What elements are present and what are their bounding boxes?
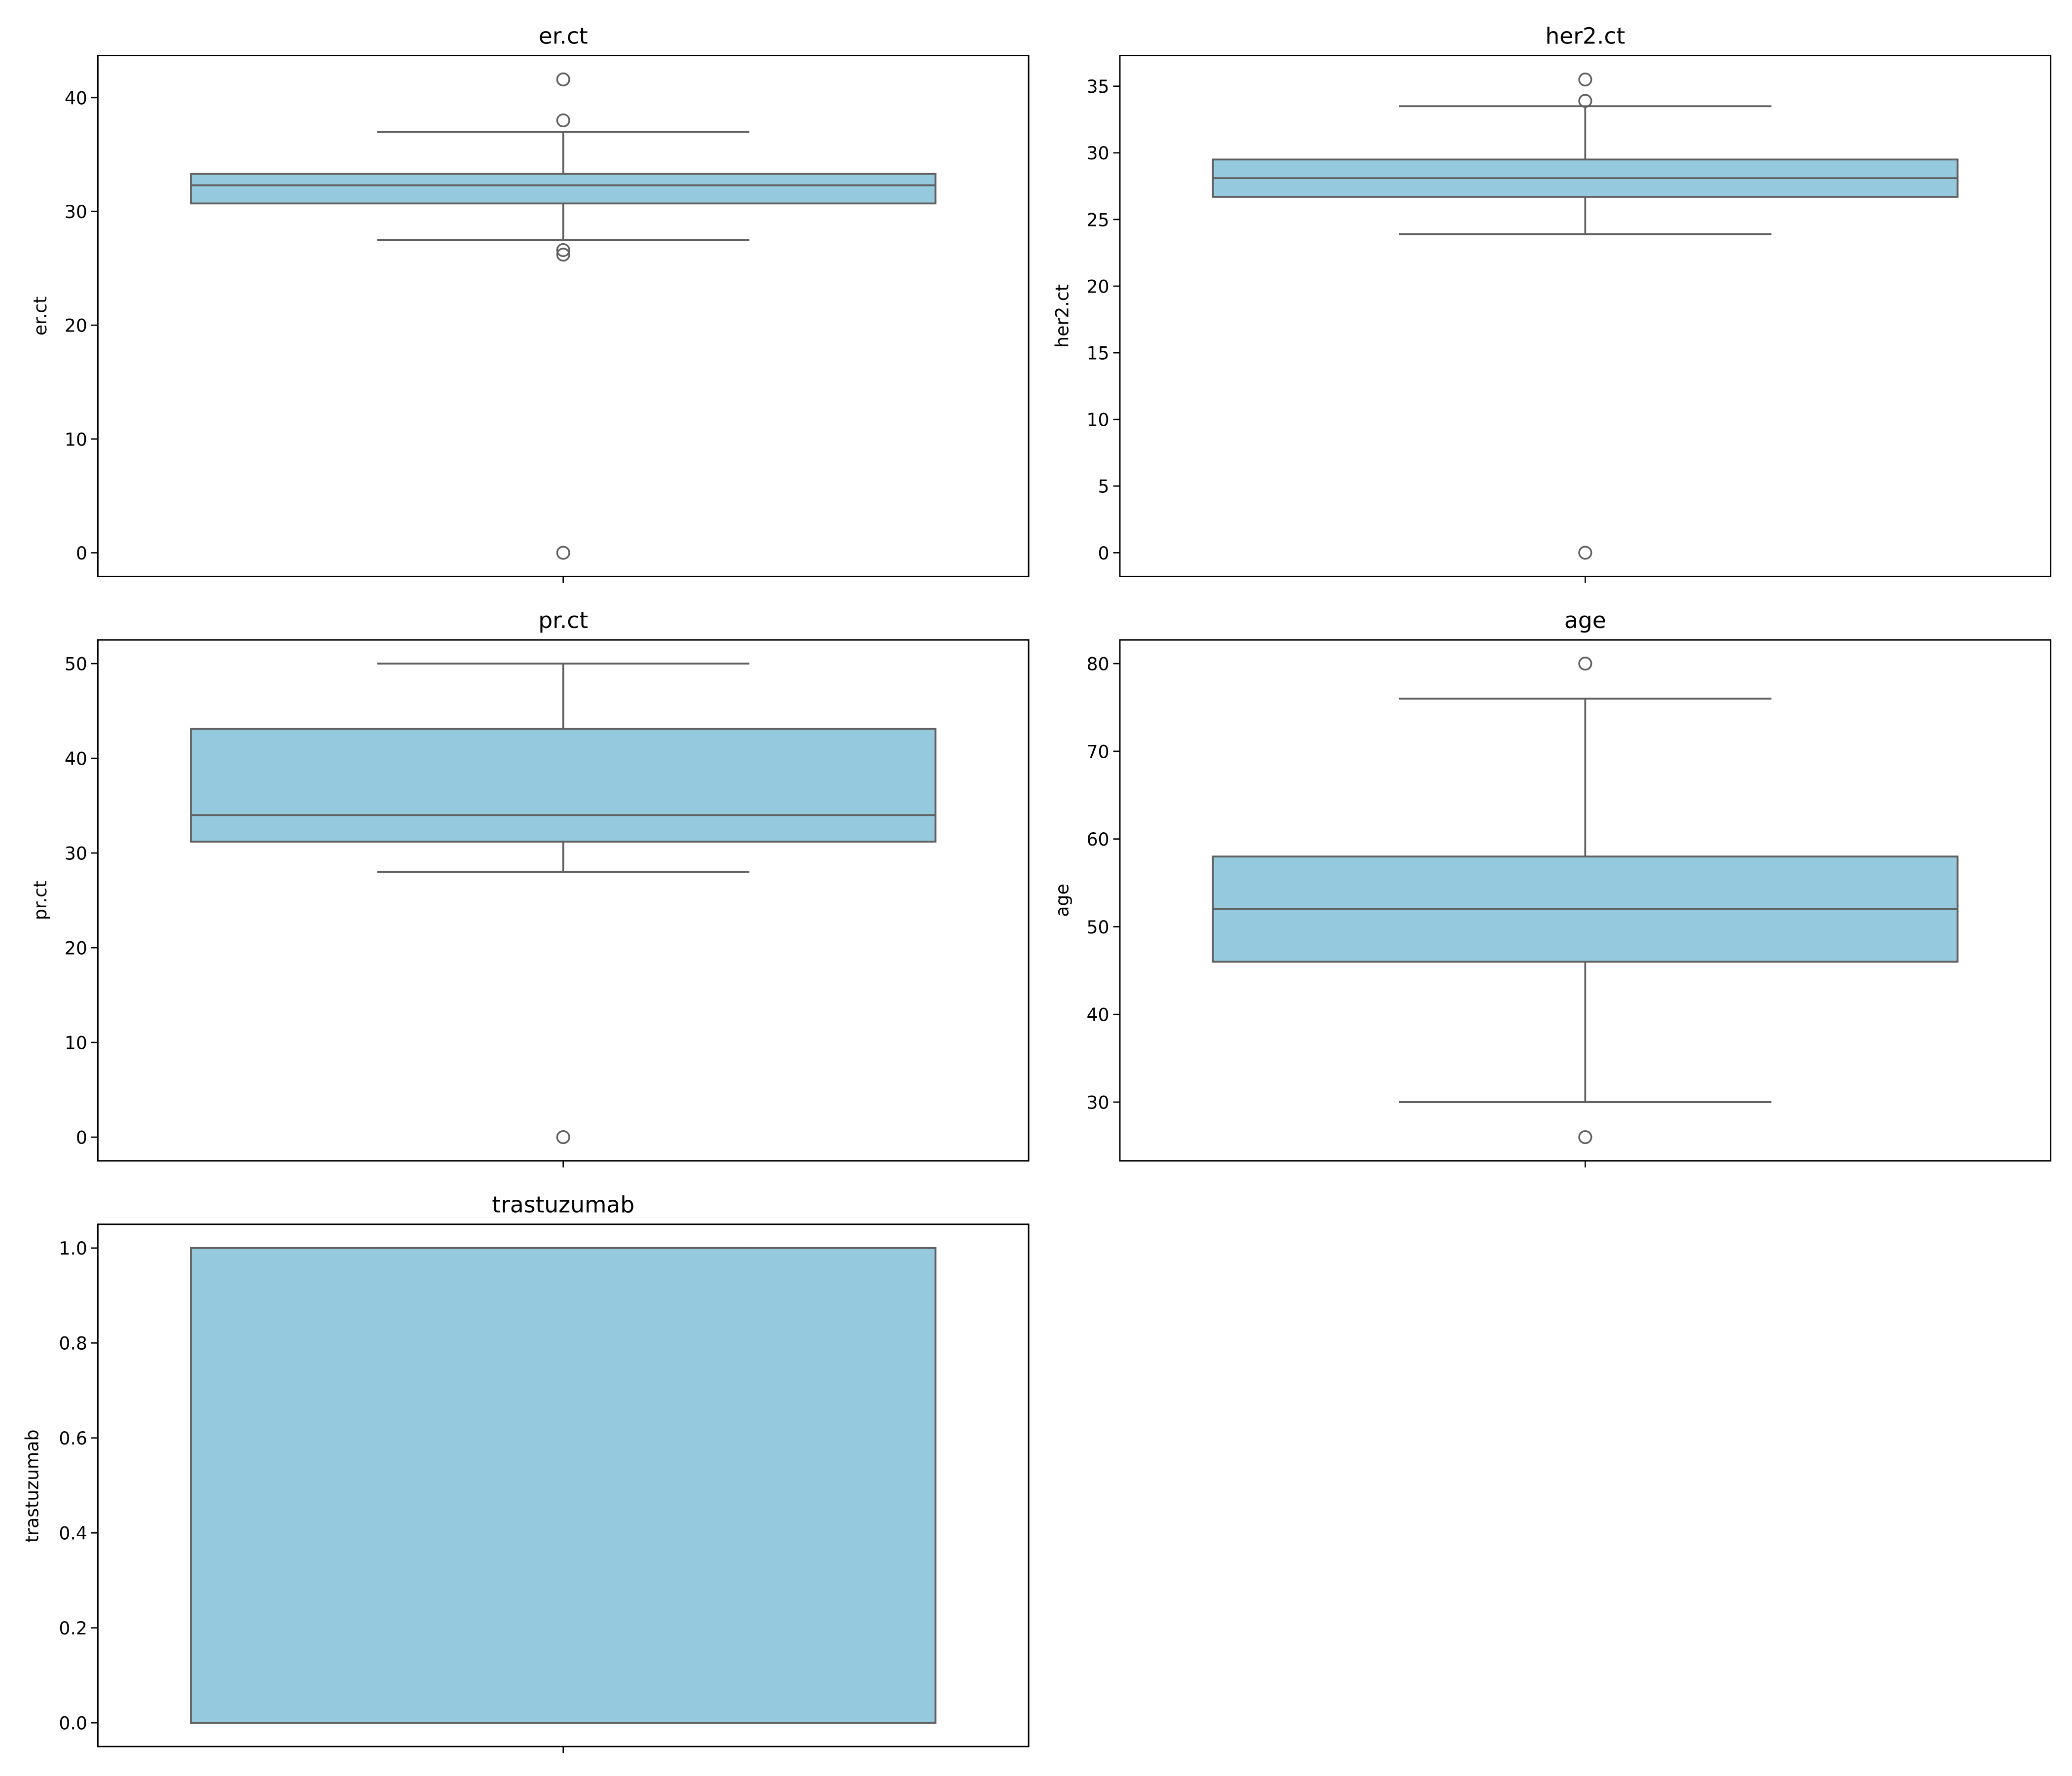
y-tick-label: 30 — [1086, 143, 1109, 164]
outlier-point — [556, 248, 570, 262]
y-axis-label: her2.ct — [1051, 284, 1073, 348]
y-axis-label: pr.ct — [30, 881, 51, 920]
iqr-box — [190, 728, 937, 843]
y-tick-label: 30 — [1086, 1092, 1109, 1113]
y-tick-label: 20 — [65, 937, 87, 959]
outlier-point — [556, 113, 570, 128]
panel-title: trastuzumab — [492, 1192, 634, 1218]
y-tick-label: 10 — [1086, 409, 1109, 431]
y-tick-label: 70 — [1086, 741, 1109, 762]
outlier-point — [1578, 657, 1592, 671]
outlier-point — [556, 72, 570, 87]
plot-area — [1119, 55, 2052, 577]
y-tick-label: 40 — [65, 87, 87, 109]
y-tick-label: 0.4 — [59, 1523, 87, 1544]
panel-her2-ct: her2.ct her2.ct 0 5 10 15 20 25 30 35 — [1051, 23, 2052, 583]
y-tick-label: 25 — [1086, 209, 1109, 230]
y-tick-label: 40 — [65, 748, 87, 770]
y-tick-label: 1.0 — [59, 1238, 87, 1259]
outlier-point — [1578, 1130, 1592, 1145]
outlier-point — [1578, 73, 1592, 87]
y-tick-label: 20 — [65, 315, 87, 336]
y-tick-label: 0.2 — [59, 1618, 87, 1639]
panel-er-ct: er.ct er.ct 0 10 20 30 40 — [30, 23, 1030, 583]
y-tick-label: 10 — [65, 1032, 87, 1053]
iqr-box — [190, 173, 937, 205]
panel-trastuzumab: trastuzumab trastuzumab 0.0 0.2 0.4 0.6 0.8 1… — [22, 1192, 1030, 1753]
y-tick-label: 15 — [1086, 342, 1109, 364]
panel-age: age age 30 40 50 60 70 80 — [1051, 607, 2052, 1168]
y-tick-label: 0.8 — [59, 1333, 87, 1354]
y-tick-label: 50 — [65, 654, 87, 675]
y-tick-label: 40 — [1086, 1004, 1109, 1026]
outlier-point — [556, 243, 570, 258]
y-axis-label: er.ct — [30, 296, 51, 335]
panel-pr-ct: pr.ct pr.ct 0 10 20 30 40 50 — [30, 607, 1030, 1168]
outlier-point — [1578, 546, 1592, 560]
y-tick-label: 35 — [1086, 76, 1109, 97]
y-tick-label: 0.0 — [59, 1713, 87, 1734]
y-axis-label: trastuzumab — [22, 1430, 43, 1543]
y-tick-label: 0 — [76, 1127, 87, 1148]
panel-title: er.ct — [539, 23, 588, 49]
y-tick-label: 30 — [65, 843, 87, 864]
panel-title: her2.ct — [1545, 23, 1625, 49]
y-tick-label: 0.6 — [59, 1428, 87, 1449]
y-tick-label: 60 — [1086, 829, 1109, 850]
plot-area — [97, 55, 1030, 577]
y-tick-label: 0 — [1098, 543, 1110, 564]
y-tick-label: 5 — [1098, 476, 1110, 497]
y-axis-label: age — [1051, 884, 1073, 917]
y-tick-label: 30 — [65, 201, 87, 222]
panel-title: age — [1564, 607, 1606, 633]
panel-title: pr.ct — [538, 607, 588, 633]
outlier-point — [556, 546, 570, 560]
y-tick-label: 20 — [1086, 276, 1109, 297]
y-tick-label: 10 — [65, 429, 87, 450]
outlier-point — [556, 1130, 570, 1145]
iqr-box — [190, 1247, 937, 1724]
y-tick-label: 0 — [76, 543, 87, 564]
y-tick-label: 50 — [1086, 917, 1109, 938]
outlier-point — [1578, 94, 1592, 108]
y-tick-label: 80 — [1086, 654, 1109, 675]
